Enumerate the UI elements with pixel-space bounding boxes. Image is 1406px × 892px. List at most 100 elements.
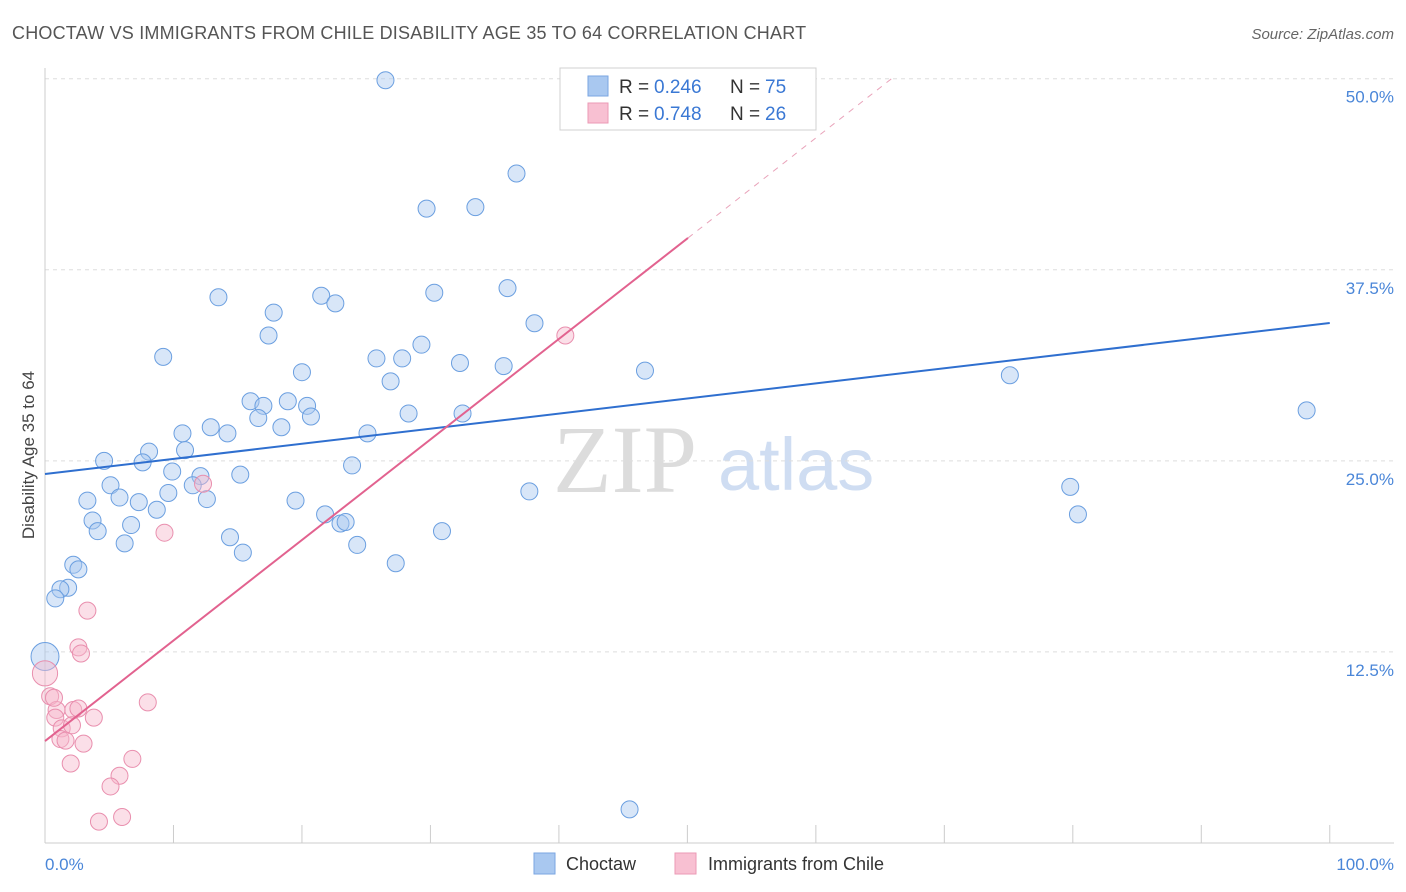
choctaw-point <box>159 483 178 502</box>
choctaw-point <box>88 522 107 541</box>
chile-point <box>194 474 213 493</box>
choctaw-point <box>221 528 240 547</box>
x-tick-label-end: 100.0% <box>1336 855 1394 874</box>
choctaw-point <box>30 642 60 671</box>
chile-point <box>123 749 142 768</box>
choctaw-point <box>122 516 141 535</box>
choctaw-point <box>264 303 283 322</box>
choctaw-point <box>272 418 291 437</box>
choctaw-point <box>507 164 526 183</box>
legend-swatch-choctaw <box>587 75 609 97</box>
choctaw-point <box>348 535 367 554</box>
chile-point <box>56 731 75 750</box>
choctaw-point <box>312 286 331 305</box>
choctaw-point <box>494 357 513 376</box>
chile-trend-line <box>44 237 689 742</box>
choctaw-point <box>393 349 412 368</box>
chart-source: Source: ZipAtlas.com <box>1251 26 1394 43</box>
choctaw-point <box>376 71 395 90</box>
choctaw-point <box>525 314 544 333</box>
legend-n-value-choctaw: 75 <box>765 77 786 98</box>
choctaw-point <box>620 800 639 819</box>
legend-n-label: N = <box>730 104 760 125</box>
choctaw-point <box>201 418 220 437</box>
choctaw-point <box>259 326 278 345</box>
chile-point <box>44 688 63 707</box>
choctaw-point <box>154 347 173 366</box>
choctaw-point <box>249 409 268 428</box>
series-legend: Choctaw Immigrants from Chile <box>533 852 884 875</box>
choctaw-point <box>233 543 252 562</box>
choctaw-point <box>336 512 355 531</box>
choctaw-point <box>412 335 431 354</box>
choctaw-point <box>498 279 517 298</box>
chile-point <box>61 754 80 773</box>
chile-point <box>89 812 108 831</box>
choctaw-point <box>425 283 444 302</box>
chile-point <box>84 708 103 727</box>
choctaw-point <box>115 534 134 553</box>
y-tick-labels: 12.5% 25.0% 37.5% 50.0% <box>1346 88 1394 680</box>
choctaw-point <box>140 442 159 461</box>
choctaw-point <box>450 354 469 373</box>
choctaw-point <box>231 465 250 484</box>
chile-point <box>101 777 120 796</box>
choctaw-point <box>635 361 654 380</box>
choctaw-point <box>381 372 400 391</box>
legend-r-label: R = <box>619 77 649 98</box>
choctaw-point <box>209 288 228 307</box>
choctaw-point <box>301 407 320 426</box>
chile-point <box>71 644 90 663</box>
series-legend-swatch-choctaw <box>533 852 556 875</box>
choctaw-point <box>83 511 102 530</box>
choctaw-point <box>466 198 485 217</box>
chile-point <box>78 601 97 620</box>
choctaw-point <box>316 505 335 524</box>
choctaw-point <box>367 349 386 368</box>
choctaw-point <box>69 560 88 579</box>
choctaw-point <box>399 404 418 423</box>
watermark-atlas: atlas <box>718 423 874 506</box>
chile-point <box>31 660 59 687</box>
legend-swatch-chile <box>587 102 609 124</box>
chile-point <box>46 708 65 727</box>
choctaw-point <box>78 491 97 510</box>
choctaw-point <box>101 476 120 495</box>
legend-r-value-choctaw: 0.246 <box>654 77 702 98</box>
choctaw-trend-line <box>44 321 1330 475</box>
chile-point <box>155 523 174 542</box>
choctaw-point <box>292 363 311 382</box>
chile-point <box>138 693 157 712</box>
y-axis-title: Disability Age 35 to 64 <box>19 371 38 539</box>
data-points <box>30 71 1316 831</box>
choctaw-point <box>197 490 216 509</box>
choctaw-point <box>278 392 297 411</box>
choctaw-point <box>343 456 362 475</box>
choctaw-point <box>298 396 317 415</box>
y-tick-label: 12.5% <box>1346 661 1394 680</box>
choctaw-point <box>417 199 436 218</box>
choctaw-point <box>358 424 377 443</box>
choctaw-point <box>163 462 182 481</box>
chile-point <box>113 808 132 827</box>
y-tick-label: 50.0% <box>1346 88 1394 107</box>
choctaw-point <box>386 554 405 573</box>
choctaw-point <box>1061 477 1080 496</box>
trend-lines <box>44 77 1330 742</box>
legend-r-label: R = <box>619 104 649 125</box>
choctaw-point <box>59 578 78 597</box>
watermark: ZIP atlas <box>553 406 874 513</box>
y-tick-label: 25.0% <box>1346 470 1394 489</box>
series-legend-label-choctaw: Choctaw <box>566 854 637 874</box>
watermark-zip: ZIP <box>553 406 697 513</box>
choctaw-point <box>110 488 129 507</box>
legend-r-value-chile: 0.748 <box>654 104 702 125</box>
choctaw-point <box>432 522 451 541</box>
y-tick-label: 37.5% <box>1346 279 1394 298</box>
choctaw-point <box>51 580 70 599</box>
choctaw-point <box>326 294 345 313</box>
series-legend-label-chile: Immigrants from Chile <box>708 854 884 874</box>
choctaw-point <box>129 493 148 512</box>
